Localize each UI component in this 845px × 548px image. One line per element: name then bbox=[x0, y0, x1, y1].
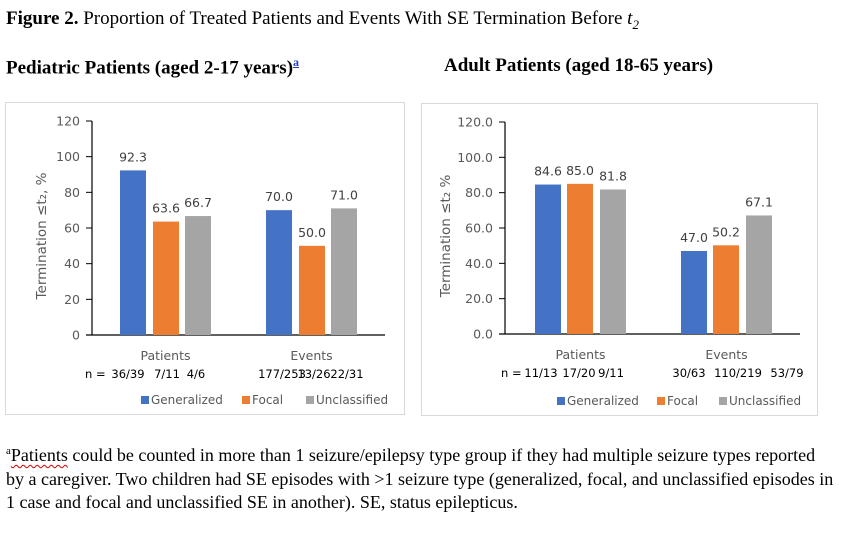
n-count-label: 17/20 bbox=[562, 366, 595, 380]
n-count-label: 7/11 bbox=[154, 367, 180, 381]
n-count-label: 4/6 bbox=[187, 367, 206, 381]
y-tick-label: 60 bbox=[64, 221, 80, 236]
bar-generalized-patients bbox=[535, 184, 561, 334]
bar-unclassified-events bbox=[331, 208, 357, 335]
y-tick-label: 0 bbox=[72, 328, 80, 343]
n-prefix-label: n = bbox=[85, 367, 106, 381]
legend-label-focal: Focal bbox=[252, 393, 283, 407]
y-tick-label: 20 bbox=[64, 292, 80, 307]
legend-swatch-focal bbox=[657, 397, 665, 405]
bar-focal-events bbox=[713, 245, 739, 334]
bar-generalized-events bbox=[681, 250, 707, 334]
data-label: 85.0 bbox=[566, 163, 594, 178]
bar-generalized-events bbox=[266, 210, 292, 335]
data-label: 84.6 bbox=[534, 164, 562, 179]
n-count-label: 53/79 bbox=[770, 366, 803, 380]
data-label: 63.6 bbox=[152, 201, 180, 216]
y-tick-label: 20.0 bbox=[465, 291, 493, 306]
legend-swatch-generalized bbox=[557, 397, 565, 405]
data-label: 71.0 bbox=[330, 187, 358, 202]
data-label: 92.3 bbox=[119, 149, 147, 164]
data-label: 81.8 bbox=[599, 168, 627, 183]
legend-label-generalized: Generalized bbox=[151, 393, 223, 407]
footnote-marker: a bbox=[6, 445, 11, 457]
data-label: 66.7 bbox=[184, 195, 212, 210]
y-tick-label: 80.0 bbox=[465, 185, 493, 200]
y-tick-label: 0.0 bbox=[473, 327, 493, 342]
bar-focal-events bbox=[299, 245, 325, 335]
bar-focal-patients bbox=[153, 221, 179, 335]
y-tick-label: 80 bbox=[64, 185, 80, 200]
bar-unclassified-patients bbox=[600, 189, 626, 334]
figure-title-var: t2 bbox=[627, 8, 639, 32]
bar-unclassified-patients bbox=[185, 216, 211, 335]
data-label: 50.0 bbox=[298, 225, 326, 240]
n-count-label: 9/11 bbox=[598, 366, 624, 380]
n-count-label: 11/13 bbox=[524, 366, 557, 380]
x-category-label: Events bbox=[290, 348, 332, 363]
y-tick-label: 100 bbox=[56, 149, 80, 164]
legend-label-focal: Focal bbox=[667, 394, 698, 408]
footnote-first-word: Patients bbox=[10, 445, 68, 465]
bar-generalized-patients bbox=[120, 170, 146, 335]
data-label: 50.2 bbox=[712, 224, 740, 239]
figure-title: Figure 2. Proportion of Treated Patients… bbox=[6, 7, 639, 37]
n-count-label: 13/26 bbox=[297, 367, 330, 381]
x-category-label: Events bbox=[705, 347, 747, 362]
y-tick-label: 100.0 bbox=[457, 150, 493, 165]
x-category-label: Patients bbox=[140, 348, 190, 363]
legend-label-unclassified: Unclassified bbox=[729, 394, 801, 408]
footnote-ref-link[interactable]: a bbox=[293, 55, 300, 69]
y-axis-label: Termination ≤t₂, % bbox=[34, 172, 50, 300]
legend-label-unclassified: Unclassified bbox=[316, 393, 388, 407]
n-count-label: 110/219 bbox=[714, 366, 762, 380]
footnote-text: could be counted in more than 1 seizure/… bbox=[6, 445, 834, 512]
figure-label: Figure 2. bbox=[6, 8, 79, 29]
bar-unclassified-events bbox=[746, 215, 772, 334]
legend-swatch-unclassified bbox=[306, 396, 314, 404]
y-tick-label: 120.0 bbox=[457, 115, 493, 130]
y-tick-label: 120 bbox=[56, 114, 80, 129]
figure-title-text: Proportion of Treated Patients and Event… bbox=[83, 8, 628, 29]
legend-swatch-generalized bbox=[141, 396, 149, 404]
data-label: 47.0 bbox=[680, 230, 708, 245]
pediatric-panel-title: Pediatric Patients (aged 2-17 years)a bbox=[6, 55, 300, 79]
y-tick-label: 40 bbox=[64, 256, 80, 271]
legend-label-generalized: Generalized bbox=[567, 394, 639, 408]
x-category-label: Patients bbox=[555, 347, 605, 362]
data-label: 70.0 bbox=[265, 189, 293, 204]
data-label: 67.1 bbox=[745, 194, 773, 209]
y-tick-label: 60.0 bbox=[465, 221, 493, 236]
footnote: aPatients could be counted in more than … bbox=[6, 440, 836, 515]
n-count-label: 22/31 bbox=[330, 367, 363, 381]
legend-swatch-unclassified bbox=[719, 397, 727, 405]
adult-panel-title: Adult Patients (aged 18-65 years) bbox=[444, 55, 714, 76]
n-count-label: 177/253 bbox=[258, 367, 306, 381]
y-axis-label: Termination ≤t₂ % bbox=[438, 175, 454, 299]
n-prefix-label: n = bbox=[501, 366, 522, 380]
legend-swatch-focal bbox=[242, 396, 250, 404]
bar-focal-patients bbox=[567, 183, 593, 334]
y-tick-label: 40.0 bbox=[465, 256, 493, 271]
n-count-label: 30/63 bbox=[672, 366, 705, 380]
n-count-label: 36/39 bbox=[111, 367, 144, 381]
